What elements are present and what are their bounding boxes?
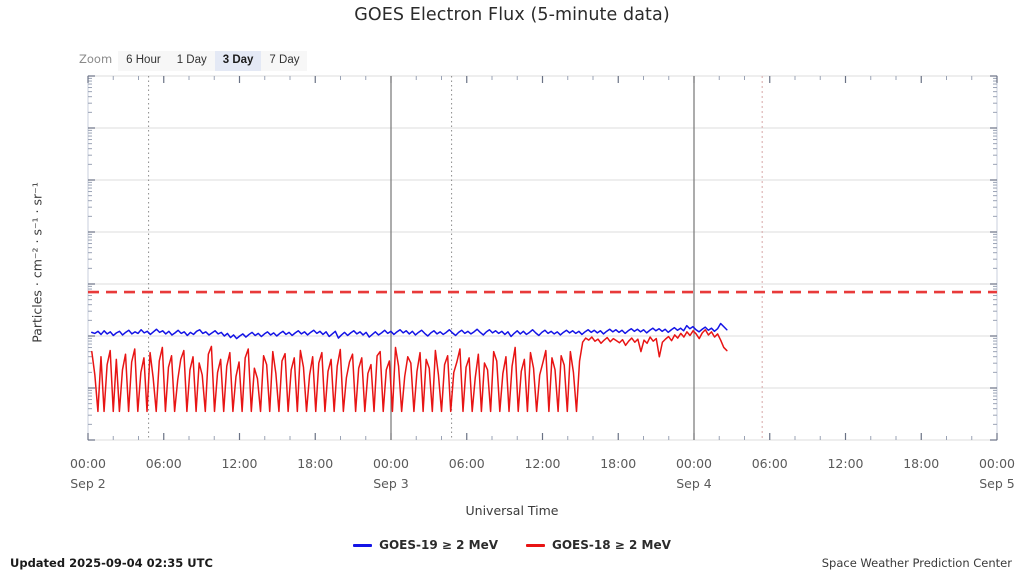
- zoom-option-7-day[interactable]: 7 Day: [261, 50, 308, 71]
- x-tick-time-label: 12:00: [524, 456, 561, 471]
- x-tick-date-label: Sep 2: [70, 476, 106, 491]
- x-tick-time-label: 12:00: [827, 456, 864, 471]
- event-marker-m[interactable]: M: [446, 85, 458, 98]
- zoom-control-label: Zoom: [79, 52, 113, 66]
- x-tick-time-label: 18:00: [297, 456, 334, 471]
- zoom-button-group[interactable]: 6 Hour 1 Day 3 Day 7 Day: [118, 48, 308, 71]
- event-marker-m[interactable]: M: [222, 85, 234, 98]
- x-tick-time-label: 00:00: [372, 456, 410, 471]
- legend-label: GOES-19 ≥ 2 MeV: [379, 538, 498, 552]
- zoom-range-control[interactable]: Zoom 6 Hour 1 Day 3 Day 7 Day: [79, 48, 308, 71]
- legend-item[interactable]: GOES-18 ≥ 2 MeV: [526, 538, 671, 552]
- x-tick-time-label: 00:00: [675, 456, 713, 471]
- swpc-alert-threshold-label: SWPC Alert Threshold: [93, 274, 218, 289]
- x-axis-title: Universal Time: [465, 503, 559, 518]
- zoom-option-6-hour[interactable]: 6 Hour: [118, 50, 169, 71]
- zoom-option-1-day[interactable]: 1 Day: [168, 50, 215, 71]
- event-marker-m[interactable]: M: [143, 85, 155, 98]
- legend-color-swatch: [526, 543, 545, 547]
- x-tick-time-label: 00:00: [69, 456, 107, 471]
- legend-item[interactable]: GOES-19 ≥ 2 MeV: [353, 538, 498, 552]
- x-tick-time-label: 12:00: [221, 456, 258, 471]
- event-marker-n[interactable]: N: [659, 85, 669, 98]
- zoom-option-3-day[interactable]: 3 Day: [214, 50, 262, 71]
- event-marker-n[interactable]: N: [406, 85, 416, 98]
- x-tick-time-label: 18:00: [903, 456, 940, 471]
- x-tick-time-label: 00:00: [978, 456, 1016, 471]
- x-tick-date-label: Sep 4: [676, 476, 712, 491]
- event-marker-n[interactable]: N: [709, 85, 719, 98]
- page-title: GOES Electron Flux (5-minute data): [354, 5, 670, 25]
- updated-timestamp: Updated 2025-09-04 02:35 UTC: [10, 556, 213, 570]
- plot-border: [87, 75, 998, 441]
- x-tick-date-label: Sep 5: [979, 476, 1015, 491]
- x-tick-time-label: 18:00: [600, 456, 637, 471]
- source-attribution: Space Weather Prediction Center: [821, 556, 1012, 570]
- data-series-line: [91, 329, 728, 413]
- event-marker-n[interactable]: N: [356, 85, 366, 98]
- legend-color-swatch: [353, 543, 373, 547]
- y-axis-tick-labels: 10⁰10¹10²10³10⁴10⁵10⁶10⁷: [0, 0, 78, 576]
- x-tick-time-label: 06:00: [145, 456, 182, 471]
- data-series-line: [91, 322, 728, 340]
- event-marker-m[interactable]: M: [525, 85, 537, 98]
- legend-label: GOES-18 ≥ 2 MeV: [552, 538, 671, 552]
- chart-legend: GOES-19 ≥ 2 MeV GOES-18 ≥ 2 MeV: [0, 538, 1024, 552]
- x-tick-date-label: Sep 3: [373, 476, 409, 491]
- x-tick-time-label: 06:00: [751, 456, 788, 471]
- x-tick-time-label: 06:00: [448, 456, 485, 471]
